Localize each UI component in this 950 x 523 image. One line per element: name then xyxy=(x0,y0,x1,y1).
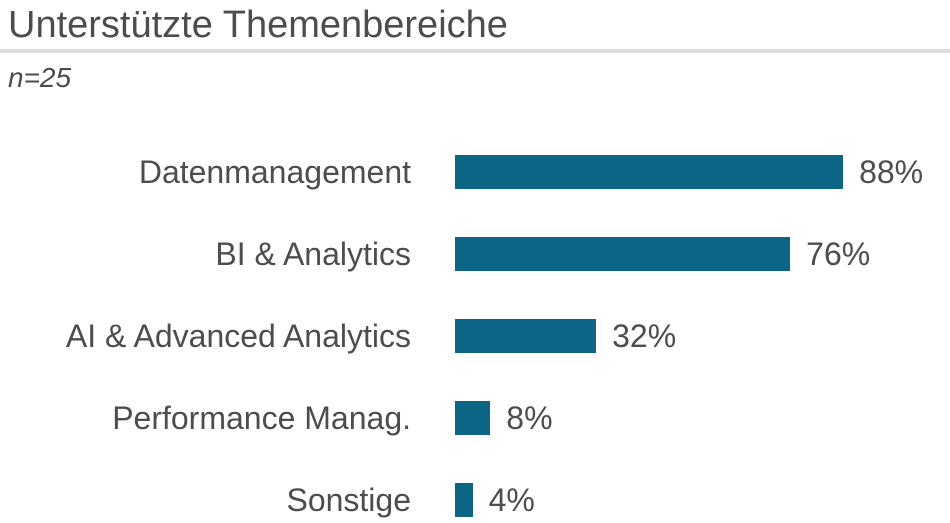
bar-area: 32% xyxy=(455,318,676,355)
bar-chart: Datenmanagement 88% BI & Analytics 76% A… xyxy=(0,131,950,523)
category-label: AI & Advanced Analytics xyxy=(65,317,411,354)
chart-row: Sonstige 4% xyxy=(0,459,950,523)
value-label: 32% xyxy=(612,317,677,354)
category-label: BI & Analytics xyxy=(215,235,411,272)
chart-row: Datenmanagement 88% xyxy=(0,131,950,213)
chart-title: Unterstützte Themenbereiche xyxy=(8,4,508,46)
bar xyxy=(455,483,473,517)
chart-row: Performance Manag. 8% xyxy=(0,377,950,459)
chart-row: BI & Analytics 76% xyxy=(0,213,950,295)
value-label: 76% xyxy=(806,235,871,272)
value-label: 88% xyxy=(859,153,924,190)
bar-area: 76% xyxy=(455,236,870,273)
bar xyxy=(455,401,491,435)
bar xyxy=(455,319,597,353)
bar-area: 8% xyxy=(455,400,553,437)
category-label: Datenmanagement xyxy=(138,153,411,190)
category-label: Sonstige xyxy=(286,481,411,518)
value-label: 4% xyxy=(488,481,535,518)
bar-area: 4% xyxy=(455,482,535,519)
chart-row: AI & Advanced Analytics 32% xyxy=(0,295,950,377)
bar xyxy=(455,155,844,189)
title-divider xyxy=(0,49,950,53)
sample-size-label: n=25 xyxy=(8,62,72,93)
value-label: 8% xyxy=(506,399,553,436)
bar xyxy=(455,237,791,271)
category-label: Performance Manag. xyxy=(112,399,411,436)
bar-area: 88% xyxy=(455,154,923,191)
